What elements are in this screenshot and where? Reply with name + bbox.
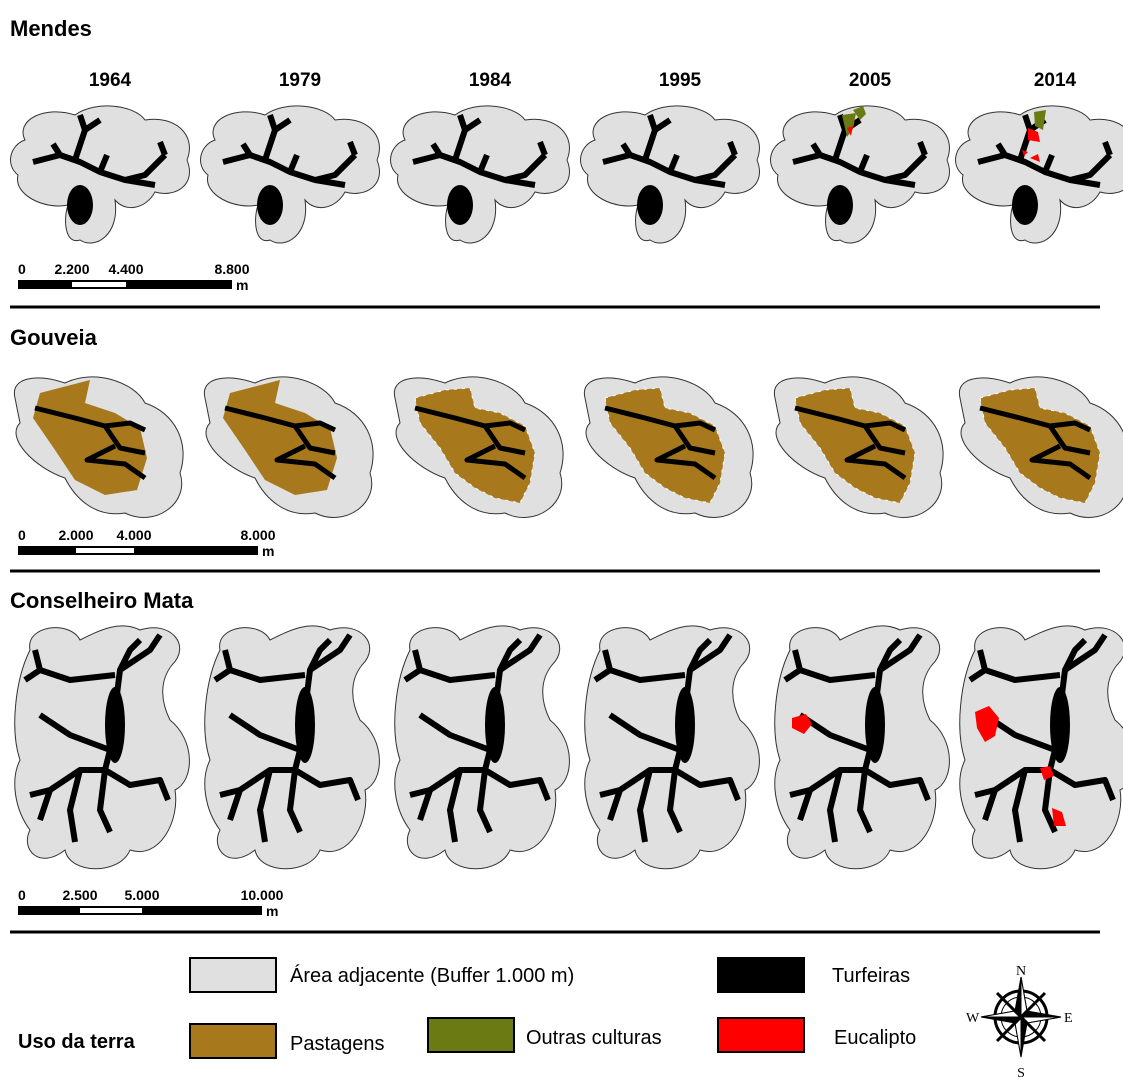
legend-label: Área adjacente (Buffer 1.000 m) (290, 964, 574, 987)
scale-label: 8.000 (240, 527, 275, 543)
scale-unit: m (266, 903, 278, 919)
scale-label: 0 (18, 261, 26, 277)
compass-label: W (966, 1011, 980, 1026)
eucalyptus (1022, 128, 1040, 162)
other-crops (1034, 110, 1046, 130)
scale-bar (18, 546, 258, 555)
year-label: 2005 (849, 70, 892, 91)
year-label: 1964 (89, 70, 132, 91)
scale-label: 5.000 (124, 887, 159, 903)
maps (10, 105, 1123, 870)
legend-swatch (427, 1017, 515, 1053)
region-title: Gouveia (10, 325, 98, 350)
legend-label: Turfeiras (832, 965, 910, 987)
region-title: Mendes (10, 16, 92, 41)
scale-label: 2.200 (54, 261, 89, 277)
legend-swatch (717, 957, 805, 993)
legend-label: Pastagens (290, 1033, 385, 1055)
compass: N S E W (966, 964, 1073, 1081)
scale-label: 10.000 (241, 887, 284, 903)
scale-bar (72, 282, 126, 287)
legend-label: Eucalipto (834, 1027, 916, 1049)
compass-label: N (1016, 964, 1026, 979)
legend-label: Outras culturas (526, 1027, 662, 1049)
scale-unit: m (236, 277, 248, 293)
scale-label: 4.000 (116, 527, 151, 543)
legend-swatch (189, 1023, 277, 1059)
other-crops (853, 106, 866, 120)
year-label: 1979 (279, 70, 321, 91)
scale-label: 0 (18, 887, 26, 903)
eucalyptus (975, 706, 1066, 826)
year-label: 1984 (469, 70, 512, 91)
legend-title: Uso da terra (18, 1031, 136, 1053)
legend-swatch (717, 1017, 805, 1053)
scale-label: 8.800 (214, 261, 249, 277)
compass-label: S (1017, 1066, 1025, 1081)
year-label: 2014 (1034, 70, 1077, 91)
eucalyptus (847, 126, 853, 136)
scale-label: 2.500 (62, 887, 97, 903)
eucalyptus (792, 714, 812, 734)
scale-bar (76, 548, 134, 553)
scale-label: 4.400 (108, 261, 143, 277)
scale-label: 2.000 (58, 527, 93, 543)
region-title: Conselheiro Mata (10, 588, 194, 613)
compass-label: E (1064, 1011, 1073, 1026)
scale-label: 0 (18, 527, 26, 543)
legend-swatch (189, 957, 277, 993)
scale-unit: m (262, 543, 274, 559)
scale-bar (80, 908, 142, 913)
other-crops (842, 113, 856, 137)
year-label: 1995 (659, 70, 702, 91)
